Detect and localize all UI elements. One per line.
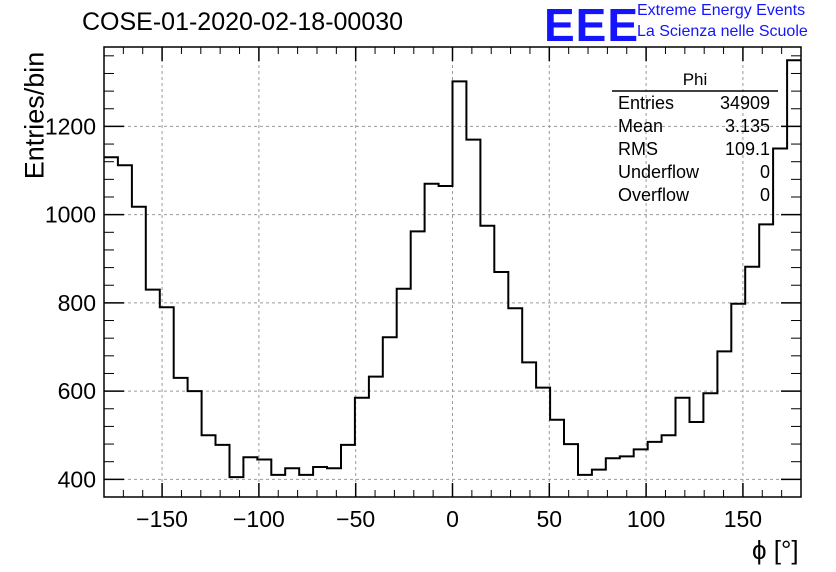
stats-value: 109.1: [724, 139, 770, 159]
tick-labels: −150 −100 −50 0 50 100 150 400 600 800 1000 1200: [45, 113, 762, 532]
stats-value: 0: [759, 162, 770, 182]
stats-label: Mean: [618, 116, 664, 136]
eee-logo: EEE: [544, 0, 640, 51]
logo-line-2: La Scienza nelle Scuole: [637, 23, 808, 40]
x-tick-label: 50: [537, 506, 563, 532]
y-tick-label: 1200: [45, 113, 96, 139]
logo-line-1: Extreme Energy Events: [637, 2, 806, 19]
x-tick-label: 100: [627, 506, 665, 532]
stats-label: Underflow: [618, 162, 700, 182]
stats-row-overflow: Overflow 0: [618, 185, 770, 207]
y-tick-label: 400: [58, 466, 96, 492]
x-tick-label: 150: [724, 506, 762, 532]
y-tick-label: 800: [58, 290, 96, 316]
stats-label: RMS: [618, 139, 658, 159]
stats-row-underflow: Underflow 0: [618, 162, 770, 184]
y-tick-label: 600: [58, 378, 96, 404]
stats-value: 3.135: [724, 116, 770, 136]
stats-value: 0: [759, 185, 770, 205]
stats-label: Overflow: [618, 185, 690, 205]
y-tick-label: 1000: [45, 202, 96, 228]
stats-row-entries: Entries 34909: [618, 93, 770, 115]
x-tick-label: −100: [233, 506, 285, 532]
y-axis-label: Entries/bin: [19, 51, 50, 180]
histogram-series: [104, 59, 801, 479]
stats-title: Phi: [682, 70, 708, 89]
x-tick-label: 0: [446, 506, 459, 532]
stats-label: Entries: [618, 93, 675, 113]
x-axis-label: ϕ [°]: [752, 535, 799, 565]
axis-ticks: [103, 47, 802, 498]
stats-value: 34909: [719, 93, 770, 113]
stats-row-rms: RMS 109.1: [618, 139, 770, 161]
x-tick-label: −150: [136, 506, 188, 532]
stats-row-mean: Mean 3.135: [618, 116, 770, 138]
chart-title: COSE-01-2020-02-18-00030: [82, 8, 404, 36]
x-tick-label: −50: [336, 506, 375, 532]
